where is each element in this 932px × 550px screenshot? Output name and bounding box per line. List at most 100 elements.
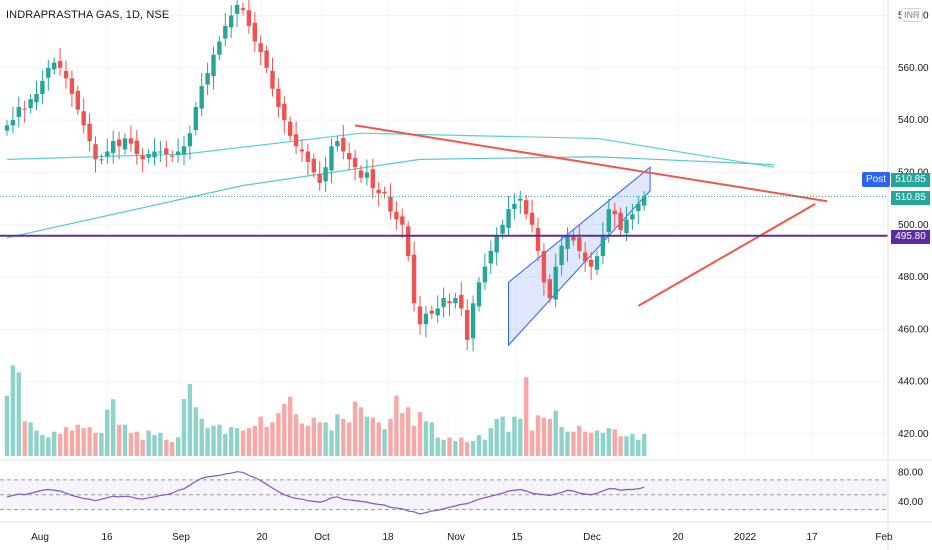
candle-body xyxy=(128,138,134,144)
volume-bar xyxy=(16,372,21,456)
candle-body xyxy=(335,141,340,147)
candle-body xyxy=(270,70,275,89)
candle-body xyxy=(46,67,51,78)
candle-body xyxy=(211,54,216,77)
candle-body xyxy=(122,138,128,150)
volume-bar xyxy=(341,418,346,456)
candle-body xyxy=(358,170,364,178)
candlestick-series xyxy=(4,0,647,352)
volume-bar xyxy=(293,414,299,456)
candle-body xyxy=(99,159,104,161)
candle-body xyxy=(258,43,263,53)
volume-bar xyxy=(187,384,193,456)
volume-bar xyxy=(476,435,482,456)
candle-body xyxy=(571,235,576,241)
volume-bar xyxy=(57,433,63,456)
candle-body xyxy=(93,144,98,160)
candle-body xyxy=(400,216,405,225)
volume-bar xyxy=(406,407,411,456)
price-tick-label: 420.00 xyxy=(898,429,929,440)
time-tick-label: Aug xyxy=(31,532,49,543)
candle-body xyxy=(293,134,299,147)
candle-body xyxy=(547,279,552,299)
candle-body xyxy=(75,90,80,110)
volume-bar xyxy=(22,421,27,456)
volume-bar xyxy=(122,424,128,456)
candle-body xyxy=(506,209,511,228)
volume-bar xyxy=(105,409,110,456)
candle-body xyxy=(352,157,358,168)
candle-body xyxy=(181,146,187,155)
last-price-tag: 510.85 xyxy=(891,173,930,187)
volume-bar xyxy=(111,399,116,456)
price-tick-label: 440.00 xyxy=(898,377,929,388)
volume-bar xyxy=(488,428,493,456)
volume-bar xyxy=(482,439,488,456)
volume-bar xyxy=(518,418,523,456)
volume-bar xyxy=(164,439,169,456)
candle-body xyxy=(541,250,547,283)
volume-bar xyxy=(358,407,364,456)
volume-bar xyxy=(181,399,187,456)
candle-body xyxy=(341,137,346,152)
candle-body xyxy=(518,198,523,201)
candle-body xyxy=(40,80,45,94)
candle-body xyxy=(229,15,234,28)
volume-bar xyxy=(547,418,552,456)
volume-bar xyxy=(335,414,340,456)
candle-body xyxy=(164,148,169,155)
volume-bar xyxy=(512,416,517,456)
candle-body xyxy=(134,140,139,155)
time-tick-label: Nov xyxy=(447,532,465,543)
volume-bar xyxy=(459,437,464,456)
candle-body xyxy=(435,308,440,316)
candle-body xyxy=(612,210,617,215)
candle-body xyxy=(152,151,157,158)
volume-bar xyxy=(193,407,198,456)
candle-body xyxy=(305,151,311,162)
candle-body xyxy=(264,50,269,68)
rsi-tick-label: 80.00 xyxy=(898,467,923,478)
candle-body xyxy=(246,10,252,26)
volume-bar xyxy=(565,431,570,456)
candle-body xyxy=(57,60,63,68)
candle-body xyxy=(447,301,452,304)
horizontal-level-price-tag: 495.80 xyxy=(891,230,930,244)
candle-body xyxy=(323,167,328,182)
candle-body xyxy=(63,70,69,79)
volume-bar xyxy=(453,440,458,456)
volume-bar xyxy=(588,432,594,456)
volume-bar xyxy=(624,436,629,456)
time-tick-label: 20 xyxy=(256,532,268,543)
candle-body xyxy=(87,123,92,142)
candle-body xyxy=(476,282,482,307)
trendlines[interactable] xyxy=(0,124,888,307)
candle-body xyxy=(394,211,399,220)
candle-body xyxy=(382,191,387,194)
candle-body xyxy=(500,224,505,234)
candle-body xyxy=(459,294,464,309)
time-tick-label: 2022 xyxy=(734,532,757,543)
candle-body xyxy=(347,153,352,160)
volume-bar xyxy=(299,423,305,456)
support-trendline xyxy=(637,202,816,307)
volume-bar xyxy=(541,417,547,456)
volume-bar xyxy=(630,433,635,456)
candle-body xyxy=(529,212,535,225)
volume-bar xyxy=(606,428,611,456)
volume-bar xyxy=(152,435,157,456)
candle-body xyxy=(465,310,470,340)
candle-body xyxy=(329,146,334,171)
volume-bar xyxy=(494,418,499,456)
volume-bar xyxy=(559,427,564,456)
volume-bar xyxy=(81,428,86,456)
candle-body xyxy=(158,151,163,153)
candle-body xyxy=(624,219,629,234)
candle-body xyxy=(453,298,458,304)
volume-bar xyxy=(264,427,269,456)
volume-bar xyxy=(417,411,423,456)
post-market-badge: Post xyxy=(862,172,890,187)
volume-bar xyxy=(276,413,281,456)
